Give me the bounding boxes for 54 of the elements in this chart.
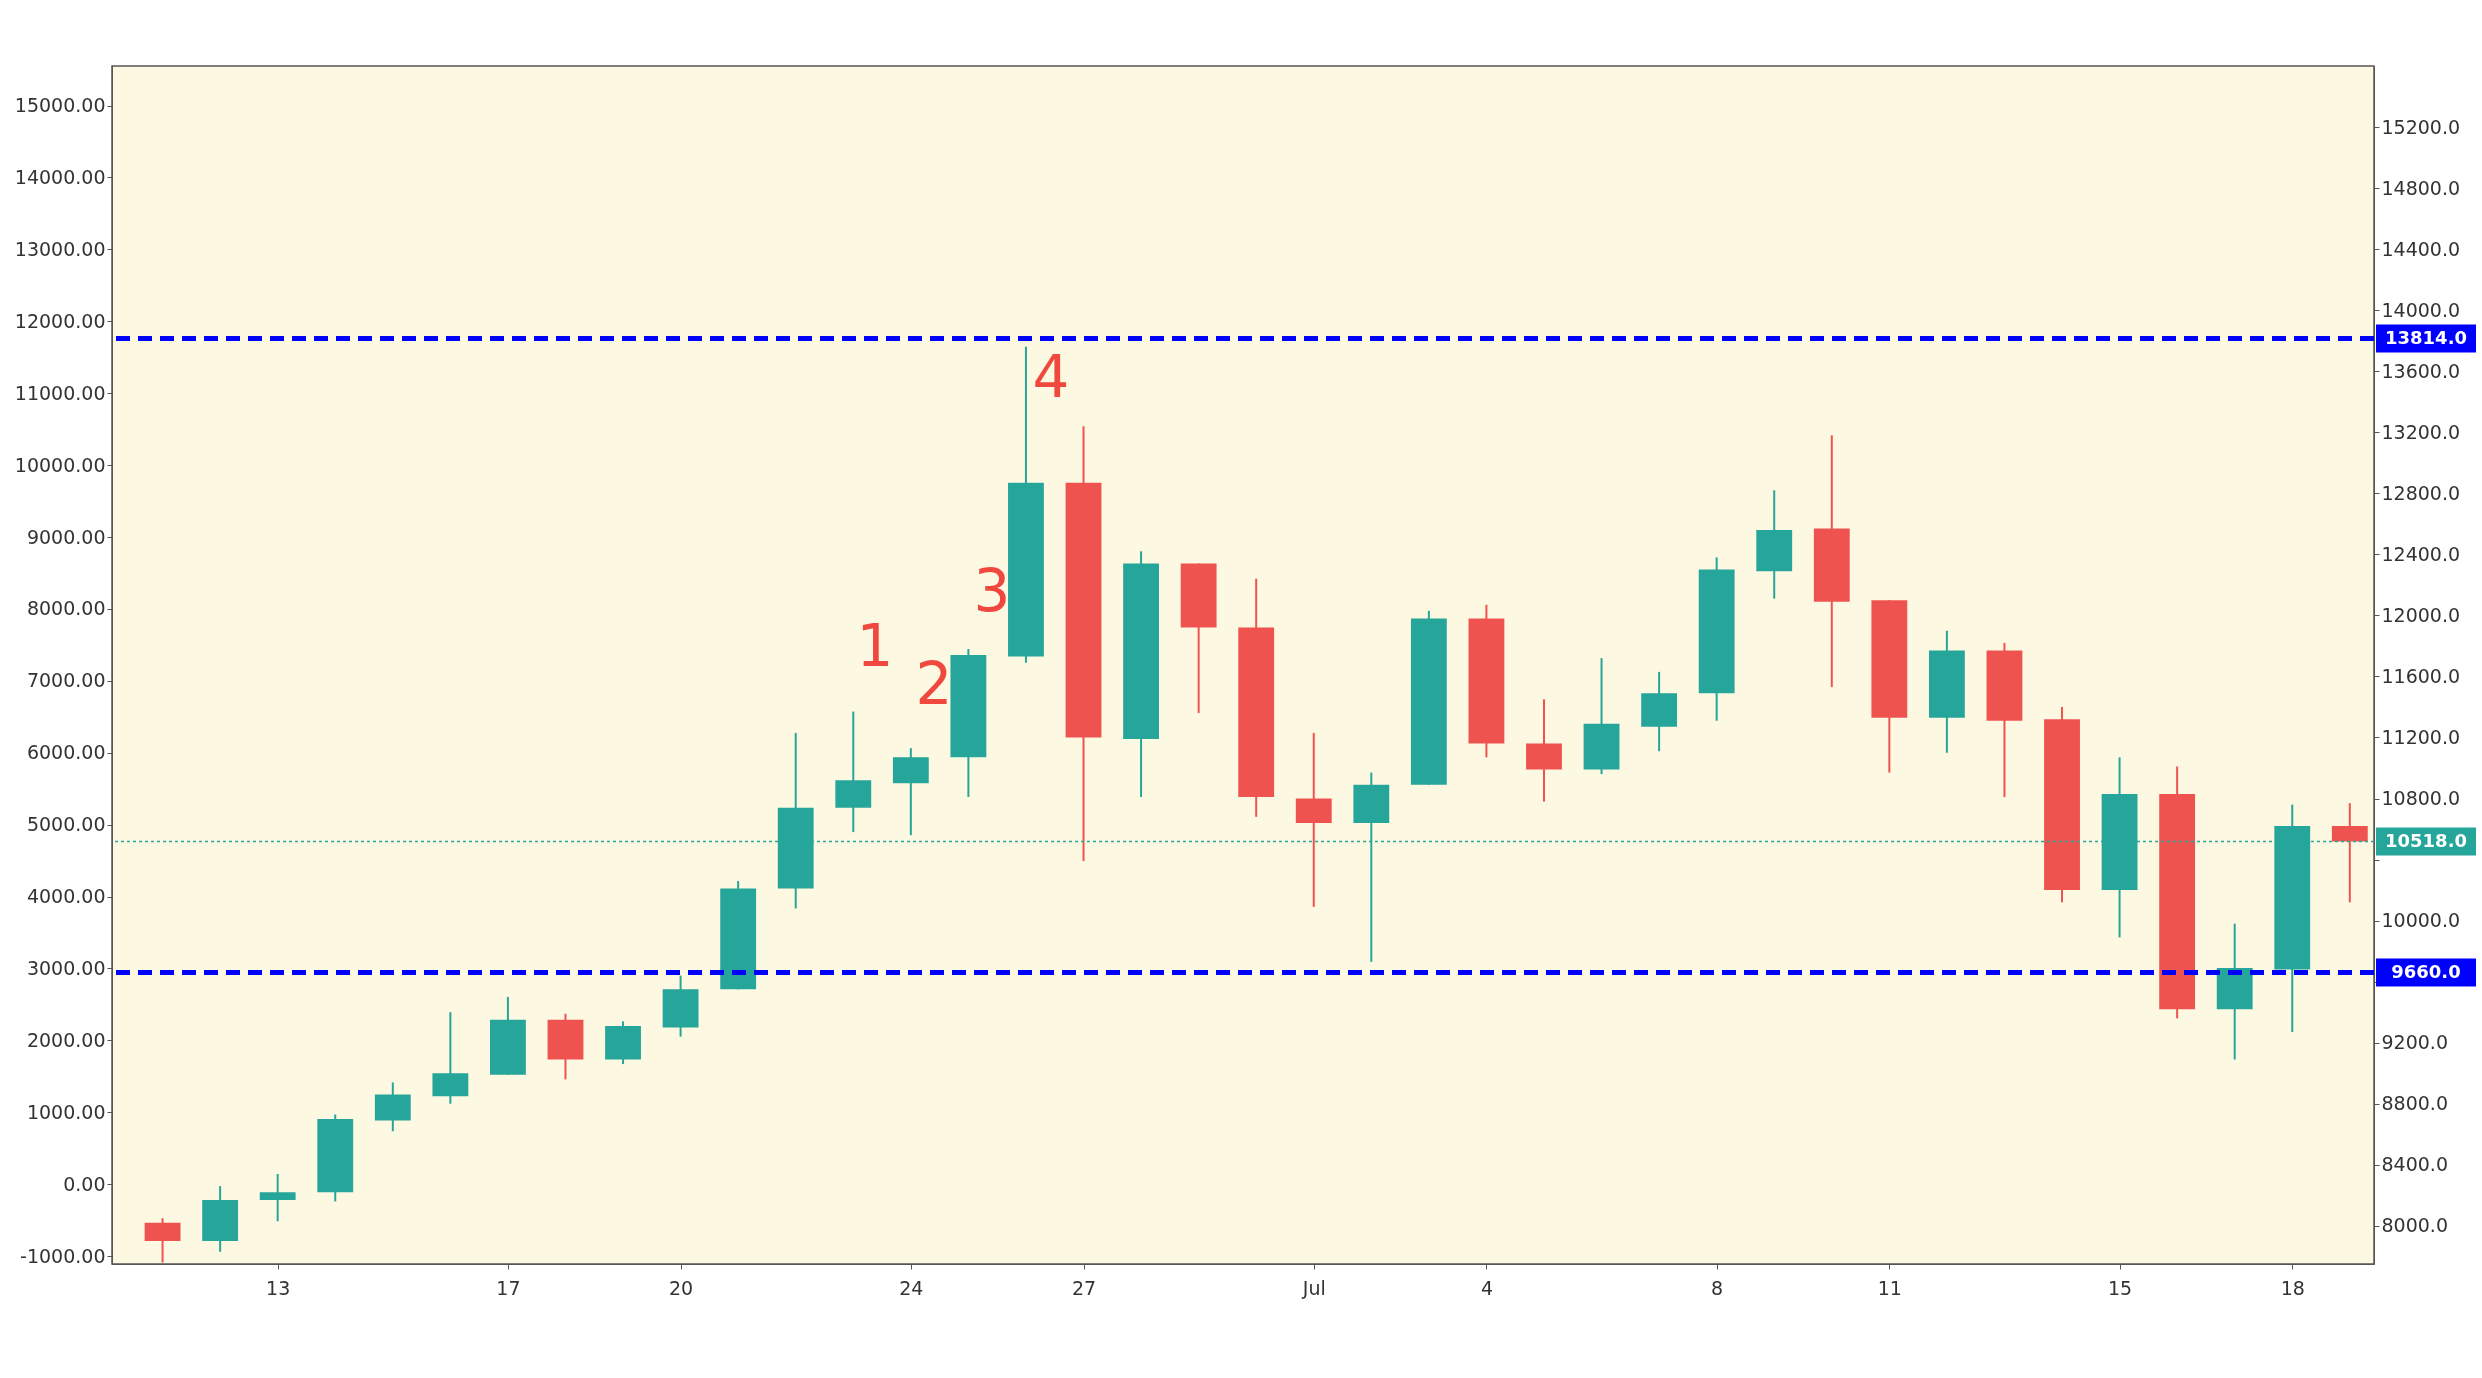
y-tick-label: 3000.00	[26, 956, 106, 979]
y2-tick-label: 12000.0	[2381, 603, 2461, 626]
x-tick-label: 24	[899, 1276, 924, 1299]
ref-line-label: 10518.0	[2385, 829, 2467, 851]
y-tick-label: 13000.00	[14, 237, 106, 260]
y2-tick-label: 12400.0	[2381, 542, 2461, 565]
x-tick-label: 11	[1877, 1276, 1902, 1299]
y2-tick-label: 14000.0	[2381, 298, 2461, 321]
x-tick-label: 20	[669, 1276, 694, 1299]
y2-tick-label: 12800.0	[2381, 481, 2461, 504]
y-tick-label: 1000.00	[26, 1100, 106, 1123]
y-tick-label: 15000.00	[14, 94, 106, 117]
y2-tick-label: 15200.0	[2381, 115, 2461, 138]
y2-tick-label: 9200.0	[2381, 1031, 2448, 1054]
y-tick-label: 6000.00	[26, 741, 106, 764]
y2-tick-label: 10000.0	[2381, 909, 2461, 932]
annotation: 1	[856, 612, 894, 680]
y-tick-label: 12000.00	[14, 309, 106, 332]
ref-line-label: 13814.0	[2385, 326, 2467, 348]
y2-tick-label: 8800.0	[2381, 1092, 2448, 1115]
annotation: 3	[973, 557, 1011, 625]
y-tick-label: 4000.00	[26, 885, 106, 908]
y2-tick-label: 13200.0	[2381, 420, 2461, 443]
y2-tick-label: 14800.0	[2381, 176, 2461, 199]
y-tick-label: 5000.00	[26, 813, 106, 836]
x-tick-label: 17	[496, 1276, 521, 1299]
x-tick-label: 4	[1480, 1276, 1493, 1299]
x-tick-label: 27	[1071, 1276, 1097, 1299]
y2-tick-label: 14400.0	[2381, 237, 2461, 260]
y-tick-label: 7000.00	[26, 669, 106, 692]
x-tick-label: 13	[266, 1276, 291, 1299]
y-tick-label: 0.00	[63, 1172, 106, 1195]
y2-tick-label: 13600.0	[2381, 359, 2461, 382]
annotation: 2	[915, 650, 953, 718]
x-tick-label: Jul	[1301, 1276, 1326, 1299]
candlestick	[1295, 731, 1332, 908]
x-tick-label: 18	[2280, 1276, 2305, 1299]
x-tick-label: 8	[1711, 1276, 1724, 1299]
candlestick	[259, 1172, 296, 1223]
y-tick-label: 10000.00	[14, 453, 106, 476]
y-tick-label: -1000.00	[20, 1244, 106, 1267]
y2-tick-label: 10800.0	[2381, 787, 2461, 810]
annotation: 4	[1032, 343, 1070, 411]
y-tick-label: 8000.00	[26, 597, 106, 620]
y2-tick-label: 8400.0	[2381, 1153, 2448, 1176]
y-tick-label: 11000.00	[14, 381, 106, 404]
y2-tick-label: 11200.0	[2381, 725, 2461, 748]
x-tick-label: 15	[2107, 1276, 2133, 1299]
y2-tick-label: 8000.0	[2381, 1214, 2448, 1237]
ref-line-label: 9660.0	[2391, 960, 2461, 982]
y2-tick-label: 11600.0	[2381, 664, 2461, 687]
y-tick-label: 2000.00	[26, 1028, 106, 1051]
y-tick-label: 9000.00	[26, 525, 106, 548]
y-tick-label: 14000.00	[14, 165, 106, 188]
